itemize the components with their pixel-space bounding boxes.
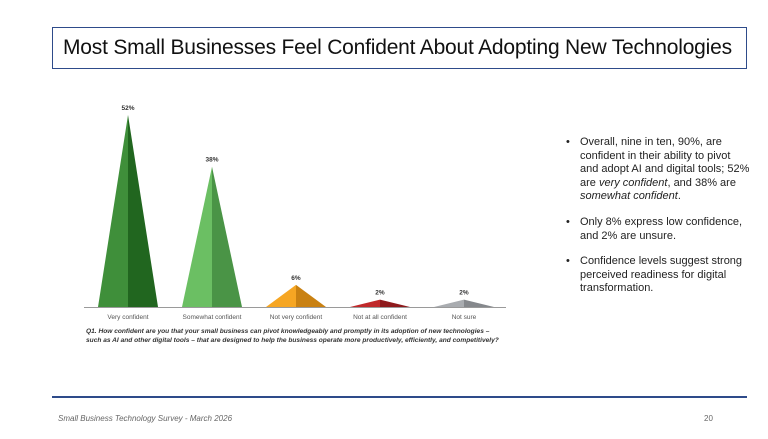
bar-face-right (212, 166, 242, 307)
data-label: 38% (205, 157, 218, 164)
bullet-text: Confidence levels suggest strong perceiv… (580, 255, 743, 295)
bullet-item: Overall, nine in ten, 90%, are confident… (566, 136, 751, 204)
bullet-item: Confidence levels suggest strong perceiv… (566, 255, 751, 296)
bar-face-left (266, 284, 296, 307)
bar-face-right (128, 115, 158, 307)
bar-not-very-confident (266, 284, 326, 307)
bullet-text: Only 8% express low confidence, and 2% a… (580, 215, 743, 242)
survey-question: Q1. How confident are you that your smal… (86, 328, 499, 344)
category-label: Not sure (452, 314, 477, 321)
category-label: Very confident (107, 314, 148, 321)
bar-face-left (434, 299, 464, 307)
bar-face-left (350, 299, 380, 307)
page-title: Most Small Businesses Feel Confident Abo… (63, 36, 732, 59)
data-label: 2% (459, 290, 469, 297)
bullet-list: Overall, nine in ten, 90%, are confident… (566, 136, 751, 308)
bar-not-at-all-confident (350, 299, 410, 307)
bar-very-confident (98, 115, 158, 307)
bullet-item: Only 8% express low confidence, and 2% a… (566, 216, 751, 243)
category-label: Not very confident (270, 314, 323, 321)
bar-face-right (296, 284, 326, 307)
footer-divider (52, 396, 747, 398)
category-label: Not at all confident (353, 314, 407, 321)
title-box: Most Small Businesses Feel Confident Abo… (52, 27, 747, 69)
data-label: 52% (121, 105, 134, 112)
bar-somewhat-confident (182, 166, 242, 307)
data-label: 2% (375, 290, 385, 297)
page-number: 20 (704, 414, 713, 423)
bar-face-right (380, 299, 410, 307)
bar-face-right (464, 299, 494, 307)
bullet-text: Overall, nine in ten, 90%, are confident… (580, 136, 750, 203)
bar-not-sure (434, 299, 494, 307)
footer-source: Small Business Technology Survey - March… (58, 414, 233, 423)
category-label: Somewhat confident (183, 314, 242, 321)
bar-face-left (98, 115, 128, 307)
bar-face-left (182, 166, 212, 307)
data-label: 6% (291, 275, 301, 282)
